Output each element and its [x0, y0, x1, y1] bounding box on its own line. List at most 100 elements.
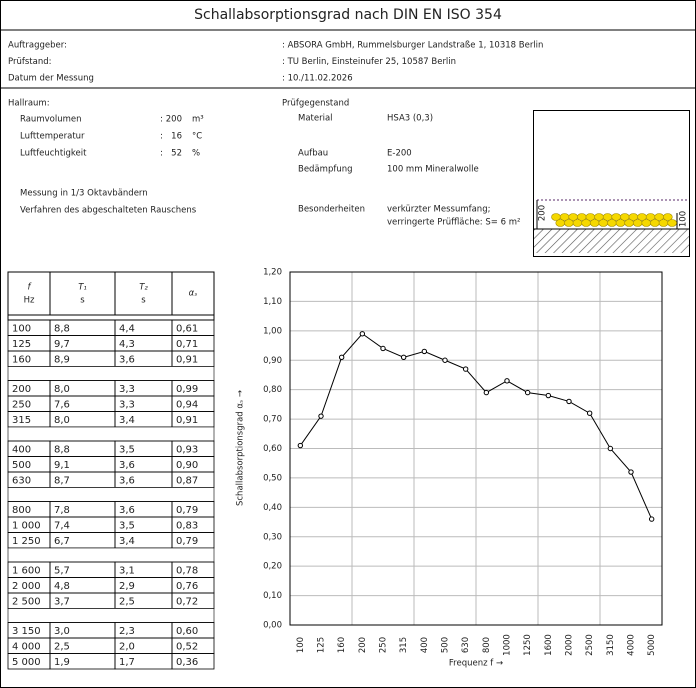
test-label: Besonderheiten — [298, 205, 365, 215]
hall-label: Raumvolumen — [20, 115, 81, 125]
data-point — [400, 354, 407, 361]
table-cell-text: 0,91 — [176, 415, 198, 426]
absorber-ball — [641, 219, 652, 227]
x-tick-label: 1000 — [503, 634, 513, 656]
x-tick-label: 2500 — [585, 634, 595, 656]
diagram-label: 200 — [538, 205, 548, 221]
x-tick-label: 1250 — [523, 634, 533, 656]
hall-colon: : — [160, 132, 163, 142]
hall-note: Messung in 1/3 Oktavbändern — [20, 189, 148, 199]
table-cell-text: 800 — [12, 505, 31, 516]
table-cell-text: 3,3 — [119, 384, 135, 395]
table-cell-text: 7,4 — [54, 520, 70, 531]
table-cell-text: 160 — [12, 354, 31, 365]
section-title: Prüfgegenstand — [282, 99, 349, 109]
absorber-ball — [607, 219, 617, 227]
table-cell-text: 8,0 — [54, 384, 70, 395]
data-point — [297, 442, 304, 449]
table-cell-text: 7,6 — [54, 399, 70, 410]
x-tick-label: 250 — [379, 637, 389, 653]
data-point — [648, 516, 655, 522]
absorber-ball — [589, 219, 600, 227]
table-cell-text: 100 — [12, 323, 31, 334]
table-cell-text: 2,5 — [54, 641, 70, 652]
table-cell-text: 1 600 — [12, 565, 41, 576]
y-tick-label: 1,00 — [263, 326, 282, 336]
table-spacer — [7, 547, 215, 563]
table-cell-text: 200 — [12, 384, 31, 395]
x-tick-label: 160 — [337, 637, 347, 653]
test-value: E-200 — [387, 149, 412, 159]
plot-frame — [289, 271, 663, 626]
y-tick-label: 0,10 — [263, 591, 282, 601]
table-cell-text: 125 — [12, 339, 31, 350]
y-tick-label: 1,20 — [263, 268, 282, 278]
header-symbol: T₁ — [78, 283, 87, 293]
data-point — [483, 389, 490, 396]
y-tick-label: 0,80 — [263, 385, 282, 395]
info-value: : 10./11.02.2026 — [282, 74, 353, 84]
data-line — [299, 333, 653, 520]
absorber-ball — [615, 219, 626, 227]
table-cell-text: 0,94 — [176, 399, 198, 410]
absorber-ball — [662, 213, 673, 221]
data-point — [462, 366, 469, 372]
hall-value: 52 — [171, 149, 182, 159]
table-cell-text: 3,3 — [119, 399, 135, 410]
table-cell-text: 2,3 — [119, 626, 135, 637]
data-point — [318, 413, 324, 419]
table-cell-text: 0,87 — [176, 475, 198, 486]
table-cell-text: 1,9 — [54, 657, 70, 668]
test-value: 100 mm Mineralwolle — [387, 165, 479, 175]
data-point — [607, 445, 614, 452]
absorber-ball — [572, 219, 583, 227]
table-cell-text: 3,7 — [54, 596, 70, 607]
data-point — [586, 410, 593, 416]
test-label: Aufbau — [298, 149, 328, 159]
absorber-ball — [624, 219, 634, 227]
hall-value: 16 — [171, 132, 182, 142]
header-unit: Hz — [24, 296, 35, 306]
table-cell-text: 3,1 — [119, 565, 135, 576]
x-tick-label: 2000 — [565, 634, 575, 656]
y-tick-label: 1,10 — [263, 297, 282, 307]
data-point — [380, 345, 386, 352]
table-cell-text: 5 000 — [12, 657, 41, 668]
table-cell-text: 8,8 — [54, 323, 70, 334]
table-cell-text: 3,6 — [119, 505, 135, 516]
absorber-ball — [555, 219, 566, 227]
table-cell-text: 1 250 — [12, 536, 41, 547]
table-cell-text: 0,79 — [176, 505, 198, 516]
data-point — [359, 331, 366, 337]
table-cell-text: 0,60 — [176, 626, 198, 637]
table-cell-text: 8,0 — [54, 415, 70, 426]
data-point — [421, 348, 428, 355]
diagram-label: 100 — [679, 211, 689, 227]
table-cell-text: 0,61 — [176, 323, 198, 334]
data-point — [545, 392, 552, 399]
table-cell-text: 8,7 — [54, 475, 70, 486]
x-tick-label: 800 — [482, 637, 492, 653]
table-cell-text: 315 — [12, 415, 31, 426]
x-tick-label: 100 — [296, 637, 306, 653]
table-cell-text: 1 000 — [12, 520, 41, 531]
x-tick-label: 630 — [461, 637, 471, 653]
table-spacer — [7, 426, 215, 442]
x-tick-label: 1600 — [544, 634, 554, 656]
x-tick-label: 3150 — [606, 634, 616, 656]
table-cell-text: 0,99 — [176, 384, 198, 395]
table-cell-text: 250 — [12, 399, 31, 410]
table-cell-text: 4 000 — [12, 641, 41, 652]
hall-label: Lufttemperatur — [20, 132, 85, 142]
table-cell-text: 630 — [12, 475, 31, 486]
table-cell-text: 2,9 — [119, 581, 135, 592]
section-title: Hallraum: — [8, 99, 50, 109]
info-label: Auftraggeber: — [8, 41, 67, 51]
table-cell-text: 8,8 — [54, 444, 70, 455]
table-cell-text: 0,83 — [176, 520, 198, 531]
absorber-ball — [564, 219, 574, 227]
table-cell-text: 9,7 — [54, 339, 70, 350]
x-axis-label: Frequenz f → — [449, 659, 503, 669]
hall-unit: m³ — [192, 115, 204, 125]
